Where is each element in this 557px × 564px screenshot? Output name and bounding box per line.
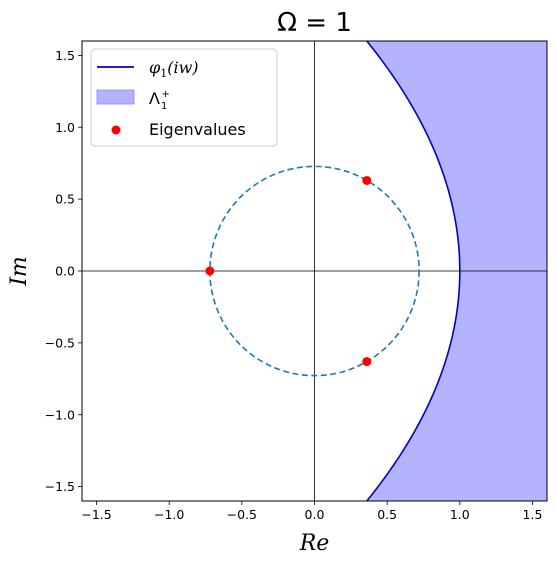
- y-ticks: 1.5 1.0 0.5 0.0 −0.5 −1.0 −1.5: [45, 48, 82, 494]
- x-tick-label: 1.0: [450, 507, 470, 522]
- legend-patch-swatch: [96, 89, 135, 105]
- legend-label-region: Λ1+: [149, 89, 170, 112]
- y-tick-label: 1.5: [55, 48, 75, 63]
- y-axis-label: Im: [7, 256, 32, 287]
- x-tick-label: 0.0: [305, 507, 325, 522]
- y-tick-label: −1.5: [45, 479, 75, 494]
- y-tick-label: −1.0: [45, 407, 75, 422]
- x-tick-label: −1.5: [81, 507, 111, 522]
- y-tick-label: 0.5: [55, 192, 75, 207]
- eigenvalue-point: [362, 175, 372, 185]
- stability-region-fill: [366, 41, 547, 501]
- title-rest: = 1: [297, 8, 352, 38]
- legend-marker-swatch: [111, 125, 121, 135]
- x-tick-label: −0.5: [227, 507, 257, 522]
- chart-title: Ω = 1: [277, 8, 352, 38]
- legend-curve-phi: φ: [149, 58, 161, 77]
- y-tick-label: 1.0: [55, 120, 75, 135]
- x-tick-label: −1.0: [154, 507, 184, 522]
- legend-region-sub: 1: [161, 101, 167, 112]
- legend-label-eigenvalues: Eigenvalues: [149, 120, 246, 139]
- legend-region-lambda: Λ: [149, 89, 160, 108]
- legend-curve-arg: (iw): [167, 58, 198, 77]
- x-tick-label: 0.5: [377, 507, 397, 522]
- legend-label-curve: φ1(iw): [149, 58, 199, 80]
- legend-curve-sub: 1: [160, 67, 167, 80]
- x-tick-label: 1.5: [523, 507, 543, 522]
- eigenvalue-point: [362, 357, 372, 367]
- x-axis-label: Re: [299, 531, 330, 556]
- legend-region-sup: +: [161, 89, 169, 100]
- legend: φ1(iw) Λ1+ Eigenvalues: [90, 48, 278, 147]
- eigenvalue-point: [205, 266, 215, 276]
- y-tick-label: 0.0: [55, 264, 75, 279]
- phi-curve: [366, 41, 461, 501]
- plot-area: [82, 41, 547, 501]
- legend-box: [90, 48, 278, 147]
- x-ticks: −1.5 −1.0 −0.5 0.0 0.5 1.0 1.5: [81, 501, 542, 522]
- title-omega: Ω: [277, 8, 297, 38]
- eigenvalue-points: [205, 175, 372, 367]
- y-tick-label: −0.5: [45, 335, 75, 350]
